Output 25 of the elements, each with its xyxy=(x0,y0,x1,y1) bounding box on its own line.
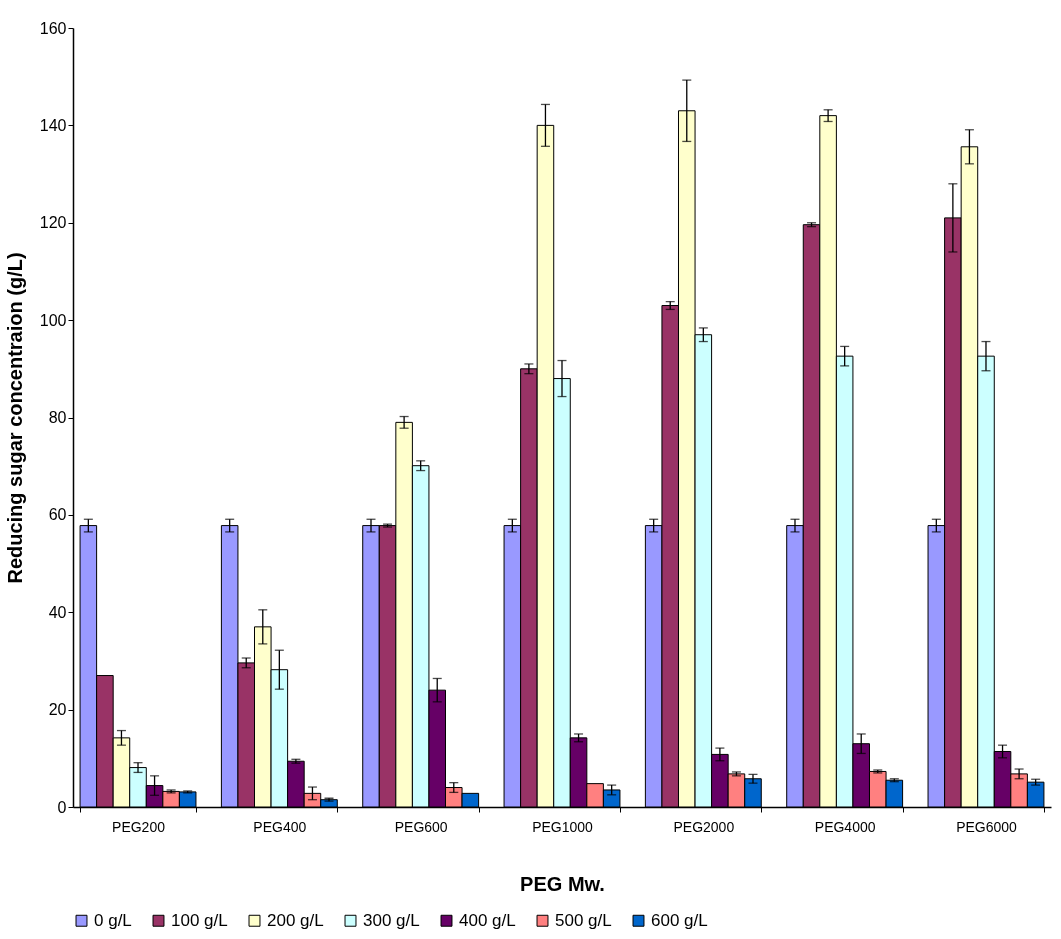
legend-label: 400 g/L xyxy=(459,910,516,930)
y-tick-label: 100 xyxy=(39,311,67,329)
legend-label: 300 g/L xyxy=(363,910,420,930)
y-tick-label: 60 xyxy=(48,506,67,524)
x-tick-label: PEG4000 xyxy=(814,818,876,835)
legend-label: 200 g/L xyxy=(267,910,324,930)
y-tick-label: 20 xyxy=(48,701,67,719)
y-tick-label: 40 xyxy=(48,603,67,621)
x-axis-title: PEG Mw. xyxy=(520,872,605,895)
x-tick-label: PEG400 xyxy=(253,818,307,835)
x-tick-label: PEG6000 xyxy=(956,818,1018,835)
x-tick-label: PEG1000 xyxy=(532,818,594,835)
legend-label: 500 g/L xyxy=(555,910,612,930)
legend-label: 0 g/L xyxy=(94,910,132,930)
y-tick-label: 120 xyxy=(39,214,67,232)
y-tick-label: 140 xyxy=(39,116,67,134)
y-tick-label: 0 xyxy=(57,798,67,816)
y-tick-label: 160 xyxy=(39,19,67,37)
legend-label: 100 g/L xyxy=(171,910,228,930)
x-tick-label: PEG200 xyxy=(112,818,166,835)
x-tick-label: PEG600 xyxy=(394,818,448,835)
x-tick-label: PEG2000 xyxy=(673,818,735,835)
y-tick-label: 80 xyxy=(48,409,67,426)
legend-label: 600 g/L xyxy=(651,910,708,930)
y-axis-title: Reducing sugar concentraion (g/L) xyxy=(3,252,26,584)
